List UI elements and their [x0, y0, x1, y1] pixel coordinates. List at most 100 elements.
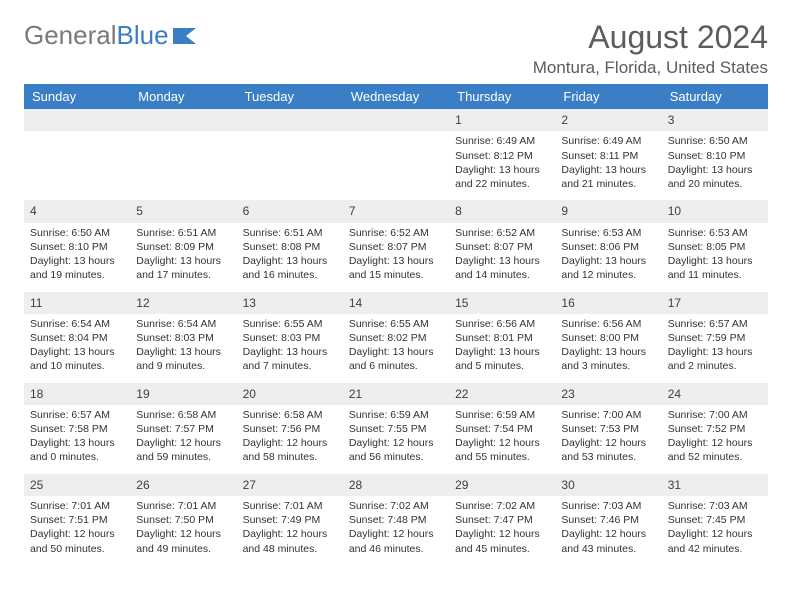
day-sunset: Sunset: 7:58 PM [30, 422, 124, 436]
day-number: 29 [449, 474, 555, 496]
day-number-cell: 21 [343, 383, 449, 405]
day-number-row: 11121314151617 [24, 292, 768, 314]
day-data-cell: Sunrise: 6:49 AMSunset: 8:11 PMDaylight:… [555, 131, 661, 200]
day-dl2: and 10 minutes. [30, 359, 124, 373]
day-data-cell: Sunrise: 7:00 AMSunset: 7:52 PMDaylight:… [662, 405, 768, 474]
day-sunset: Sunset: 8:00 PM [561, 331, 655, 345]
day-dl2: and 11 minutes. [668, 268, 762, 282]
day-dl1: Daylight: 13 hours [136, 254, 230, 268]
logo: GeneralBlue [24, 20, 198, 51]
day-sunset: Sunset: 8:10 PM [668, 149, 762, 163]
day-data-cell: Sunrise: 7:02 AMSunset: 7:48 PMDaylight:… [343, 496, 449, 565]
day-sunset: Sunset: 7:54 PM [455, 422, 549, 436]
day-data: Sunrise: 7:02 AMSunset: 7:47 PMDaylight:… [449, 496, 555, 565]
day-data-cell: Sunrise: 6:56 AMSunset: 8:00 PMDaylight:… [555, 314, 661, 383]
day-sunrise: Sunrise: 7:00 AM [668, 408, 762, 422]
day-sunset: Sunset: 7:48 PM [349, 513, 443, 527]
day-data: Sunrise: 6:51 AMSunset: 8:09 PMDaylight:… [130, 223, 236, 292]
day-dl2: and 53 minutes. [561, 450, 655, 464]
day-dl1: Daylight: 13 hours [668, 254, 762, 268]
day-number-cell: 19 [130, 383, 236, 405]
day-dl1: Daylight: 12 hours [243, 436, 337, 450]
day-number: 10 [662, 200, 768, 222]
day-dl2: and 9 minutes. [136, 359, 230, 373]
day-number-cell: 29 [449, 474, 555, 496]
day-number-row: 123 [24, 109, 768, 131]
day-dl2: and 50 minutes. [30, 542, 124, 556]
day-data-cell: Sunrise: 6:50 AMSunset: 8:10 PMDaylight:… [24, 223, 130, 292]
day-sunrise: Sunrise: 6:52 AM [455, 226, 549, 240]
day-dl1: Daylight: 13 hours [455, 254, 549, 268]
day-number-cell: 12 [130, 292, 236, 314]
day-dl1: Daylight: 13 hours [349, 254, 443, 268]
day-data: Sunrise: 6:50 AMSunset: 8:10 PMDaylight:… [662, 131, 768, 200]
day-data: Sunrise: 7:02 AMSunset: 7:48 PMDaylight:… [343, 496, 449, 565]
day-number: 14 [343, 292, 449, 314]
day-data: Sunrise: 6:55 AMSunset: 8:03 PMDaylight:… [237, 314, 343, 383]
day-number: 25 [24, 474, 130, 496]
day-dl1: Daylight: 13 hours [349, 345, 443, 359]
day-dl1: Daylight: 12 hours [349, 527, 443, 541]
day-dl2: and 19 minutes. [30, 268, 124, 282]
day-data-cell: Sunrise: 7:03 AMSunset: 7:45 PMDaylight:… [662, 496, 768, 565]
day-data: Sunrise: 7:03 AMSunset: 7:46 PMDaylight:… [555, 496, 661, 565]
day-number-cell: 31 [662, 474, 768, 496]
calendar-body: 123Sunrise: 6:49 AMSunset: 8:12 PMDaylig… [24, 109, 768, 565]
day-header: Tuesday [237, 84, 343, 109]
day-sunset: Sunset: 7:49 PM [243, 513, 337, 527]
day-data [24, 131, 130, 200]
day-dl1: Daylight: 13 hours [30, 345, 124, 359]
day-data-cell: Sunrise: 6:57 AMSunset: 7:59 PMDaylight:… [662, 314, 768, 383]
day-number: 2 [555, 109, 661, 131]
day-number: 19 [130, 383, 236, 405]
day-data: Sunrise: 6:53 AMSunset: 8:06 PMDaylight:… [555, 223, 661, 292]
day-number-cell [237, 109, 343, 131]
day-data: Sunrise: 6:57 AMSunset: 7:59 PMDaylight:… [662, 314, 768, 383]
day-number-row: 25262728293031 [24, 474, 768, 496]
day-sunrise: Sunrise: 7:01 AM [136, 499, 230, 513]
day-sunset: Sunset: 8:10 PM [30, 240, 124, 254]
day-dl2: and 5 minutes. [455, 359, 549, 373]
day-dl1: Daylight: 13 hours [30, 436, 124, 450]
day-data-cell [237, 131, 343, 200]
day-data: Sunrise: 6:55 AMSunset: 8:02 PMDaylight:… [343, 314, 449, 383]
day-dl2: and 59 minutes. [136, 450, 230, 464]
day-dl2: and 7 minutes. [243, 359, 337, 373]
day-header: Wednesday [343, 84, 449, 109]
day-number-cell: 24 [662, 383, 768, 405]
day-number-cell: 15 [449, 292, 555, 314]
day-data-cell: Sunrise: 7:01 AMSunset: 7:51 PMDaylight:… [24, 496, 130, 565]
day-dl2: and 58 minutes. [243, 450, 337, 464]
day-data-cell [24, 131, 130, 200]
day-dl2: and 12 minutes. [561, 268, 655, 282]
day-number-cell: 9 [555, 200, 661, 222]
day-number-cell: 7 [343, 200, 449, 222]
day-number-cell: 13 [237, 292, 343, 314]
day-number-cell: 14 [343, 292, 449, 314]
day-number-cell: 20 [237, 383, 343, 405]
day-data [237, 131, 343, 200]
day-data-row: Sunrise: 6:50 AMSunset: 8:10 PMDaylight:… [24, 223, 768, 292]
day-data [343, 131, 449, 200]
header: GeneralBlue August 2024 Montura, Florida… [24, 20, 768, 78]
day-number-cell: 8 [449, 200, 555, 222]
day-dl2: and 52 minutes. [668, 450, 762, 464]
day-dl1: Daylight: 13 hours [30, 254, 124, 268]
day-number: 17 [662, 292, 768, 314]
day-sunrise: Sunrise: 6:57 AM [30, 408, 124, 422]
day-dl1: Daylight: 13 hours [455, 163, 549, 177]
day-number: 16 [555, 292, 661, 314]
day-sunset: Sunset: 7:45 PM [668, 513, 762, 527]
day-data: Sunrise: 7:01 AMSunset: 7:49 PMDaylight:… [237, 496, 343, 565]
day-sunset: Sunset: 8:07 PM [455, 240, 549, 254]
day-data-cell: Sunrise: 6:59 AMSunset: 7:54 PMDaylight:… [449, 405, 555, 474]
day-data-cell: Sunrise: 6:57 AMSunset: 7:58 PMDaylight:… [24, 405, 130, 474]
day-sunrise: Sunrise: 6:53 AM [561, 226, 655, 240]
day-number-row: 18192021222324 [24, 383, 768, 405]
day-data: Sunrise: 6:52 AMSunset: 8:07 PMDaylight:… [449, 223, 555, 292]
day-dl2: and 21 minutes. [561, 177, 655, 191]
day-data: Sunrise: 6:51 AMSunset: 8:08 PMDaylight:… [237, 223, 343, 292]
day-data-cell: Sunrise: 7:01 AMSunset: 7:50 PMDaylight:… [130, 496, 236, 565]
day-data-cell: Sunrise: 7:02 AMSunset: 7:47 PMDaylight:… [449, 496, 555, 565]
day-dl1: Daylight: 12 hours [30, 527, 124, 541]
